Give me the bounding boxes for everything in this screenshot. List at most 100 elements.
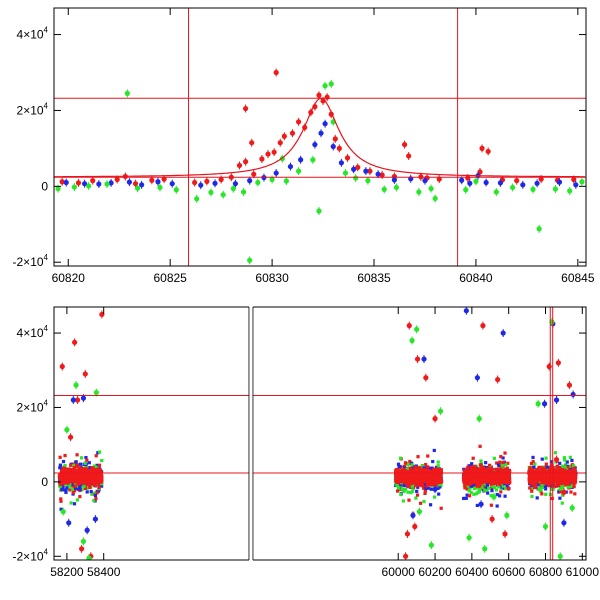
season-point [85, 490, 89, 494]
season-point [418, 501, 423, 505]
season-point [431, 459, 435, 464]
season-point [400, 479, 404, 483]
season-point [63, 453, 67, 458]
season-point [555, 464, 560, 469]
season-point [560, 501, 564, 505]
data-point-red [414, 356, 421, 362]
data-point-green [322, 83, 328, 89]
season-point [570, 458, 574, 463]
season-point [398, 464, 402, 469]
data-point-red [514, 178, 520, 184]
season-point [562, 456, 566, 460]
season-point [72, 479, 76, 484]
season-point [469, 490, 473, 495]
season-point [467, 489, 471, 493]
season-point [406, 480, 411, 485]
season-point [422, 472, 427, 477]
season-point [572, 479, 577, 484]
data-point-green [416, 189, 422, 195]
season-point [424, 486, 428, 491]
data-point-green [542, 523, 549, 530]
axis-break [248, 305, 253, 562]
season-point [426, 465, 430, 469]
data-point-green [482, 546, 488, 552]
data-point-red [316, 92, 322, 98]
season-point [417, 469, 421, 474]
season-point [73, 474, 77, 478]
data-point-red [379, 172, 385, 178]
data-point-blue [483, 179, 489, 186]
season-point [490, 484, 495, 488]
data-point-blue [570, 391, 576, 398]
season-point [461, 475, 466, 480]
season-point [493, 474, 498, 478]
data-point-red [289, 130, 296, 136]
season-point [395, 467, 399, 472]
season-point [100, 484, 104, 488]
data-point-red [404, 531, 411, 537]
season-point [94, 496, 98, 501]
season-point [502, 478, 507, 483]
data-point-red [561, 489, 567, 495]
season-point [495, 479, 500, 484]
season-point [480, 485, 484, 489]
season-point [420, 483, 425, 488]
season-point [72, 466, 77, 470]
data-point-blue [66, 520, 72, 526]
season-point [492, 485, 497, 490]
season-point [471, 456, 475, 460]
y-tick-label: 0 [41, 475, 48, 489]
data-point-green [535, 401, 541, 407]
season-point [495, 492, 499, 497]
season-point [532, 485, 537, 490]
data-point-green [342, 170, 349, 176]
season-point [415, 483, 419, 487]
season-point [474, 480, 479, 484]
season-point [74, 460, 78, 464]
season-point [99, 478, 104, 483]
data-point-red [477, 169, 483, 175]
data-point-green [552, 186, 559, 192]
season-point [480, 470, 485, 474]
data-point-red [79, 546, 85, 552]
season-point [64, 490, 68, 494]
season-point [495, 461, 499, 465]
data-point-green [530, 186, 536, 192]
season-point [560, 464, 565, 468]
season-point [58, 466, 62, 470]
season-point [96, 451, 100, 455]
data-point-red [251, 171, 257, 177]
y-tick-label: 0 [41, 179, 48, 193]
season-point [435, 477, 439, 481]
season-point [401, 499, 405, 503]
season-point [543, 477, 547, 482]
season-point [91, 466, 95, 471]
season-point [58, 473, 63, 478]
season-point [564, 483, 568, 487]
season-point [407, 475, 412, 479]
data-point-green [381, 186, 387, 192]
season-point [503, 451, 507, 455]
season-point [553, 469, 557, 473]
season-point [65, 480, 69, 485]
season-point [540, 492, 544, 496]
data-point-green [466, 535, 472, 541]
season-point [75, 498, 80, 502]
season-point [59, 507, 63, 511]
season-point [409, 468, 413, 472]
season-point [489, 468, 494, 473]
season-point [407, 485, 411, 489]
season-point [433, 483, 438, 487]
season-point [573, 492, 577, 496]
season-point [78, 477, 82, 482]
season-point [465, 472, 470, 476]
season-point [409, 491, 413, 495]
season-point [536, 483, 540, 487]
season-point [565, 469, 569, 474]
data-point-green [316, 208, 322, 214]
season-point [531, 485, 535, 490]
data-point-blue [534, 180, 540, 186]
data-point-red [401, 141, 408, 148]
season-point [81, 482, 86, 487]
season-point [76, 469, 81, 473]
